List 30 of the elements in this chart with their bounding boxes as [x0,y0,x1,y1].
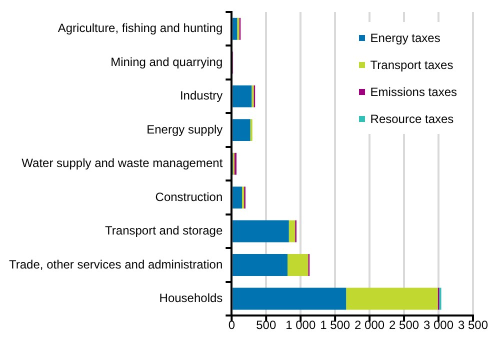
y-tick-label: Transport and storage [105,224,223,238]
y-tick-label: Trade, other services and administration [9,257,223,272]
bar [232,119,250,142]
bar [232,288,346,310]
bar [232,186,242,208]
x-tick-label: 500 [256,318,276,332]
legend-label: Emissions taxes [370,84,457,98]
x-tick-label: 2 500 [389,318,420,332]
y-tick-label: Construction [155,190,223,204]
x-tick-label: 1 000 [286,318,316,332]
bar [288,220,296,242]
bar [232,254,288,276]
bar [288,254,308,276]
bar [346,288,438,310]
y-tick-label: Mining and quarrying [110,54,223,69]
y-tick-label: Households [159,291,223,306]
bar [232,220,289,242]
y-tick-label: Energy supply [146,122,223,136]
legend-label: Resource taxes [370,112,454,126]
y-tick-label: Water supply and waste management [22,156,224,170]
bar [232,85,252,108]
y-tick-label: Industry [180,88,223,103]
x-tick-label: 3 000 [423,318,454,332]
x-tick-label: 1 500 [320,318,350,332]
bar [232,18,238,40]
legend-label: Transport taxes [370,58,454,72]
x-tick-label: 2 000 [354,318,385,332]
legend-label: Energy taxes [370,30,440,44]
x-tick-label: 3 500 [458,318,488,332]
y-tick-label: Agriculture, fishing and hunting [58,21,223,36]
